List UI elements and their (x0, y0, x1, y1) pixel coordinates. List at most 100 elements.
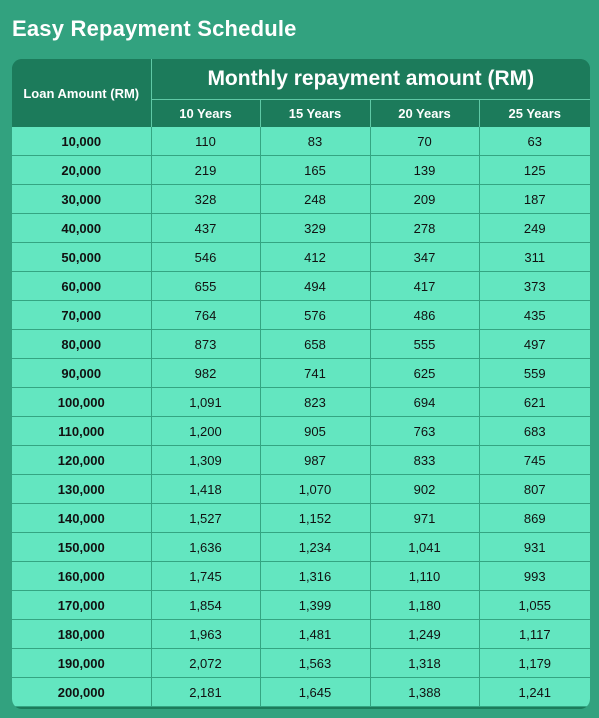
table-row: 130,000 1,418 1,070 902 807 (12, 474, 590, 504)
repayment-cell: 655 (151, 271, 261, 301)
page-title: Easy Repayment Schedule (12, 16, 297, 41)
loan-amount-cell: 50,000 (12, 242, 152, 272)
loan-amount-cell: 190,000 (12, 648, 152, 678)
repayment-cell: 278 (370, 213, 480, 243)
repayment-cell: 1,070 (260, 474, 371, 504)
repayment-cell: 987 (260, 445, 371, 475)
repayment-cell: 435 (479, 300, 590, 330)
repayment-cell: 807 (479, 474, 590, 504)
repayment-cell: 125 (479, 155, 590, 185)
repayment-cell: 311 (479, 242, 590, 272)
table-row: 100,000 1,091 823 694 621 (12, 387, 590, 417)
repayment-cell: 70 (370, 127, 480, 156)
repayment-cell: 833 (370, 445, 480, 475)
repayment-cell: 1,527 (151, 503, 261, 533)
repayment-cell: 486 (370, 300, 480, 330)
table-row: 200,000 2,181 1,645 1,388 1,241 (12, 677, 590, 707)
repayment-cell: 905 (260, 416, 371, 446)
repayment-cell: 187 (479, 184, 590, 214)
repayment-cell: 1,418 (151, 474, 261, 504)
repayment-cell: 412 (260, 242, 371, 272)
loan-amount-cell: 60,000 (12, 271, 152, 301)
repayment-cell: 1,854 (151, 590, 261, 620)
repayment-cell: 1,200 (151, 416, 261, 446)
repayment-cell: 658 (260, 329, 371, 359)
loan-amount-cell: 140,000 (12, 503, 152, 533)
repayment-cell: 2,181 (151, 677, 261, 707)
repayment-cell: 249 (479, 213, 590, 243)
repayment-cell: 1,645 (260, 677, 371, 707)
repayment-cell: 2,072 (151, 648, 261, 678)
repayment-cell: 694 (370, 387, 480, 417)
repayment-cell: 437 (151, 213, 261, 243)
loan-amount-cell: 160,000 (12, 561, 152, 591)
repayment-cell: 1,636 (151, 532, 261, 562)
table-row: 140,000 1,527 1,152 971 869 (12, 503, 590, 533)
table-row: 60,000 655 494 417 373 (12, 271, 590, 301)
repayment-cell: 248 (260, 184, 371, 214)
repayment-cell: 873 (151, 329, 261, 359)
repayment-cell: 576 (260, 300, 371, 330)
loan-amount-cell: 80,000 (12, 329, 152, 359)
repayment-cell: 63 (479, 127, 590, 156)
repayment-cell: 745 (479, 445, 590, 475)
repayment-cell: 497 (479, 329, 590, 359)
loan-amount-cell: 180,000 (12, 619, 152, 649)
loan-amount-cell: 120,000 (12, 445, 152, 475)
table-row: 170,000 1,854 1,399 1,180 1,055 (12, 590, 590, 620)
repayment-cell: 1,110 (370, 561, 480, 591)
repayment-cell: 1,117 (479, 619, 590, 649)
repayment-cell: 683 (479, 416, 590, 446)
loan-amount-cell: 170,000 (12, 590, 152, 620)
repayment-cell: 869 (479, 503, 590, 533)
repayment-cell: 328 (151, 184, 261, 214)
table-row: 20,000 219 165 139 125 (12, 155, 590, 185)
repayment-cell: 546 (151, 242, 261, 272)
table-row: 180,000 1,963 1,481 1,249 1,117 (12, 619, 590, 649)
repayment-cell: 621 (479, 387, 590, 417)
repayment-cell: 902 (370, 474, 480, 504)
repayment-cell: 329 (260, 213, 371, 243)
repayment-cell: 1,152 (260, 503, 371, 533)
repayment-table-container: Loan Amount (RM) Monthly repayment amoun… (12, 59, 590, 709)
loan-amount-cell: 70,000 (12, 300, 152, 330)
loan-amount-cell: 110,000 (12, 416, 152, 446)
repayment-cell: 559 (479, 358, 590, 388)
repayment-cell: 165 (260, 155, 371, 185)
repayment-cell: 494 (260, 271, 371, 301)
table-row: 70,000 764 576 486 435 (12, 300, 590, 330)
repayment-cell: 1,179 (479, 648, 590, 678)
repayment-cell: 347 (370, 242, 480, 272)
repayment-cell: 83 (260, 127, 371, 156)
repayment-table: Loan Amount (RM) Monthly repayment amoun… (12, 59, 590, 707)
year-header-10: 10 Years (151, 99, 261, 127)
repayment-cell: 219 (151, 155, 261, 185)
loan-amount-cell: 90,000 (12, 358, 152, 388)
repayment-cell: 1,234 (260, 532, 371, 562)
repayment-cell: 1,963 (151, 619, 261, 649)
repayment-cell: 764 (151, 300, 261, 330)
repayment-cell: 1,249 (370, 619, 480, 649)
repayment-cell: 373 (479, 271, 590, 301)
year-header-25: 25 Years (479, 99, 590, 127)
monthly-repayment-header: Monthly repayment amount (RM) (151, 59, 590, 100)
table-row: 40,000 437 329 278 249 (12, 213, 590, 243)
repayment-cell: 1,745 (151, 561, 261, 591)
repayment-cell: 823 (260, 387, 371, 417)
repayment-cell: 1,055 (479, 590, 590, 620)
repayment-cell: 741 (260, 358, 371, 388)
repayment-cell: 1,481 (260, 619, 371, 649)
year-header-15: 15 Years (260, 99, 371, 127)
repayment-cell: 417 (370, 271, 480, 301)
year-header-20: 20 Years (370, 99, 480, 127)
loan-amount-cell: 30,000 (12, 184, 152, 214)
table-row: 50,000 546 412 347 311 (12, 242, 590, 272)
table-row: 110,000 1,200 905 763 683 (12, 416, 590, 446)
loan-amount-cell: 130,000 (12, 474, 152, 504)
repayment-cell: 1,241 (479, 677, 590, 707)
repayment-cell: 971 (370, 503, 480, 533)
table-row: 150,000 1,636 1,234 1,041 931 (12, 532, 590, 562)
repayment-cell: 993 (479, 561, 590, 591)
loan-amount-header: Loan Amount (RM) (12, 59, 152, 127)
